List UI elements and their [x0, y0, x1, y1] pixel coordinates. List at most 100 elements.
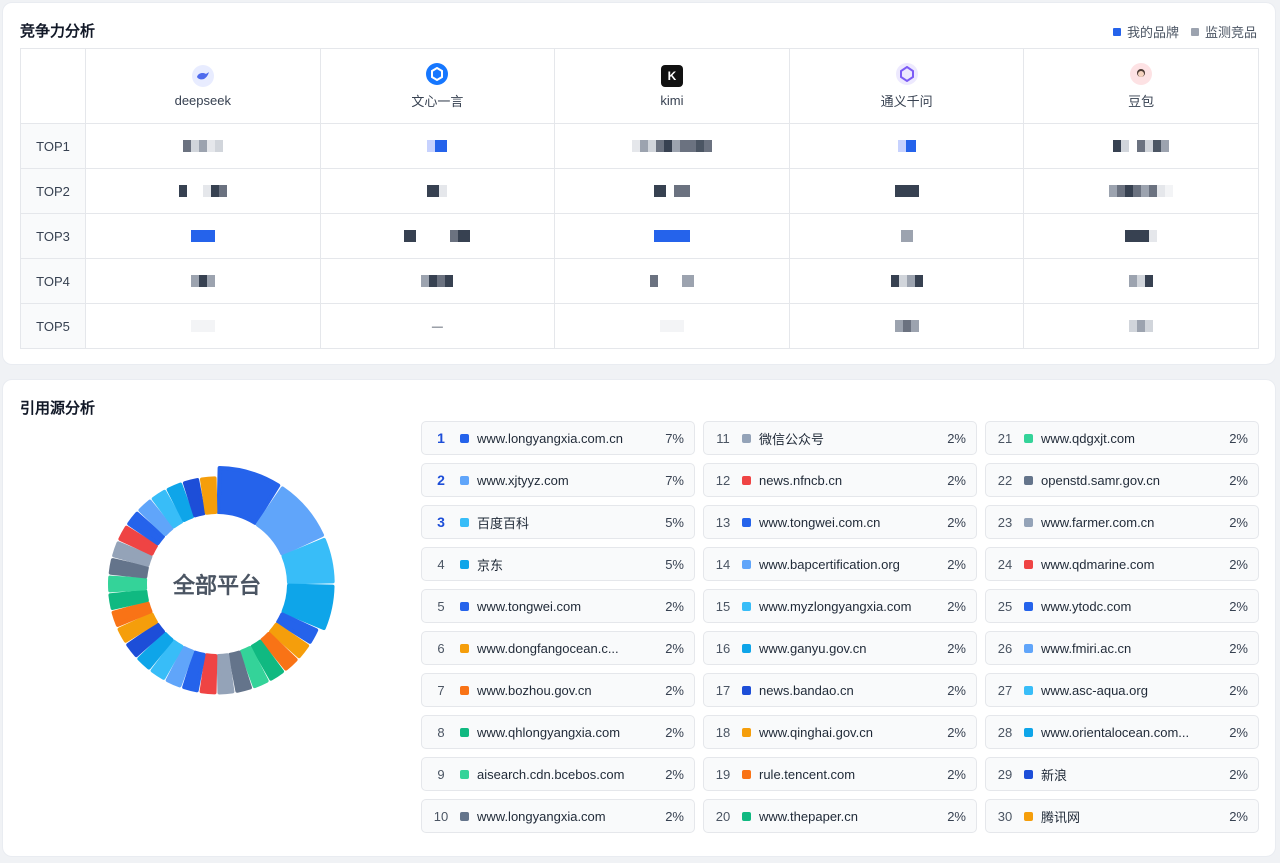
source-rank: 22 [997, 472, 1013, 488]
blurred-cell [319, 213, 556, 259]
source-percent: 5% [665, 556, 684, 572]
source-color-dot [460, 475, 469, 485]
platform-doubao: 豆包 [1023, 48, 1259, 124]
source-item[interactable]: 8 www.qhlongyangxia.com 2% [421, 715, 695, 749]
donut-segment[interactable] [138, 499, 174, 537]
donut-segment[interactable] [127, 511, 165, 546]
donut-segment[interactable] [108, 575, 148, 593]
source-name: www.qdmarine.com [1041, 556, 1155, 572]
source-name: www.qinghai.gov.cn [759, 724, 873, 740]
donut-segment[interactable] [151, 489, 184, 529]
source-rank: 20 [715, 808, 731, 824]
legend-competitor-label: 监测竞品 [1204, 25, 1257, 40]
source-item[interactable]: 12 news.nfncb.cn 2% [703, 463, 977, 497]
source-percent: 2% [1229, 556, 1248, 572]
donut-segment[interactable] [216, 653, 235, 695]
source-name: 新浪 [1041, 767, 1068, 783]
source-item[interactable]: 27 www.asc-aqua.org 2% [985, 673, 1259, 707]
source-item[interactable]: 20 www.thepaper.cn 2% [703, 799, 977, 833]
source-item[interactable]: 6 www.dongfangocean.c... 2% [421, 631, 695, 665]
donut-segment[interactable] [108, 589, 149, 610]
blurred-cell [85, 168, 321, 214]
donut-segment[interactable] [260, 631, 298, 671]
source-color-dot [460, 811, 469, 821]
source-item[interactable]: 19 rule.tencent.com 2% [703, 757, 977, 791]
platform-deepseek: deepseek [85, 48, 321, 124]
source-item[interactable]: 1 www.longyangxia.com.cn 7% [421, 421, 695, 455]
kimi-icon: K [660, 64, 683, 87]
source-item[interactable]: 14 www.bapcertification.org 2% [703, 547, 977, 581]
donut-segment[interactable] [250, 639, 284, 681]
source-item[interactable]: 5 www.tongwei.com 2% [421, 589, 695, 623]
source-rank: 6 [437, 640, 445, 656]
platform-name: kimi [660, 92, 684, 108]
source-item[interactable]: 3 百度百科 5% [421, 505, 695, 539]
source-percent: 2% [1229, 724, 1248, 740]
donut-segment[interactable] [199, 653, 218, 695]
source-item[interactable]: 17 news.bandao.cn 2% [703, 673, 977, 707]
donut-segment[interactable] [199, 476, 218, 515]
source-name: www.orientalocean.com... [1041, 724, 1190, 740]
donut-segment[interactable] [108, 558, 149, 579]
donut-segment[interactable] [126, 622, 165, 658]
source-item[interactable]: 7 www.bozhou.gov.cn 2% [421, 673, 695, 707]
donut-segment[interactable] [281, 537, 335, 585]
source-item[interactable]: 16 www.ganyu.gov.cn 2% [703, 631, 977, 665]
platform-tongyi: 通义千问 [788, 48, 1025, 124]
source-item[interactable]: 22 openstd.samr.gov.cn 2% [985, 463, 1259, 497]
donut-segment[interactable] [216, 466, 281, 525]
source-percent: 2% [665, 724, 684, 740]
blurred-cell [1023, 213, 1259, 259]
source-item[interactable]: 29 新浪 2% [985, 757, 1259, 791]
source-item[interactable]: 2 www.xjtyyz.com 7% [421, 463, 695, 497]
citation-card: 引用源分析 全部平台 1 www.longyangxia.com.cn 7% 11 微信… [2, 379, 1276, 857]
source-name: www.fmiri.ac.cn [1041, 640, 1132, 656]
source-list: 1 www.longyangxia.com.cn 7% 11 微信公众号 2% 21 www.… [421, 421, 1261, 833]
donut-segment[interactable] [111, 601, 153, 627]
source-percent: 2% [947, 556, 966, 572]
donut-segment[interactable] [255, 486, 325, 556]
source-rank: 18 [715, 724, 731, 740]
donut-segment[interactable] [228, 650, 252, 693]
source-name: www.qhlongyangxia.com [477, 724, 621, 740]
source-percent: 2% [1229, 640, 1248, 656]
donut-segment[interactable] [117, 612, 158, 643]
source-color-dot [1024, 475, 1033, 485]
donut-segment[interactable] [276, 612, 319, 644]
source-item[interactable]: 30 腾讯网 2% [985, 799, 1259, 833]
source-item[interactable]: 18 www.qinghai.gov.cn 2% [703, 715, 977, 749]
blurred-cell [554, 168, 790, 214]
source-item[interactable]: 9 aisearch.cdn.bcebos.com 2% [421, 757, 695, 791]
donut-segment[interactable] [182, 478, 206, 518]
source-item[interactable]: 26 www.fmiri.ac.cn 2% [985, 631, 1259, 665]
donut-segment[interactable] [150, 639, 184, 680]
donut-segment[interactable] [239, 646, 269, 689]
source-rank: 17 [715, 682, 731, 698]
source-item[interactable]: 11 微信公众号 2% [703, 421, 977, 455]
blurred-cell [1023, 258, 1259, 304]
donut-segment[interactable] [182, 650, 206, 693]
legend-competitor[interactable]: 监测竞品 [1190, 22, 1257, 41]
source-item[interactable]: 21 www.qdgxjt.com 2% [985, 421, 1259, 455]
source-name: www.ytodc.com [1041, 598, 1132, 614]
blurred-cell [788, 123, 1025, 169]
donut-segment[interactable] [166, 482, 195, 522]
source-item[interactable]: 24 www.qdmarine.com 2% [985, 547, 1259, 581]
source-item[interactable]: 15 www.myzlongyangxia.com 2% [703, 589, 977, 623]
source-item[interactable]: 25 www.ytodc.com 2% [985, 589, 1259, 623]
blurred-cell [554, 303, 790, 349]
source-color-dot [742, 769, 751, 779]
source-item[interactable]: 28 www.orientalocean.com... 2% [985, 715, 1259, 749]
source-item[interactable]: 13 www.tongwei.com.cn 2% [703, 505, 977, 539]
source-item[interactable]: 10 www.longyangxia.com 2% [421, 799, 695, 833]
donut-segment[interactable] [118, 525, 158, 556]
donut-segment[interactable] [112, 541, 153, 567]
source-item[interactable]: 4 京东 5% [421, 547, 695, 581]
source-item[interactable]: 23 www.farmer.com.cn 2% [985, 505, 1259, 539]
donut-segment[interactable] [165, 646, 195, 688]
blurred-cell [554, 213, 790, 259]
donut-segment[interactable] [269, 622, 310, 659]
donut-segment[interactable] [281, 583, 335, 631]
donut-segment[interactable] [137, 631, 174, 670]
legend-my-brand[interactable]: 我的品牌 [1112, 22, 1179, 41]
